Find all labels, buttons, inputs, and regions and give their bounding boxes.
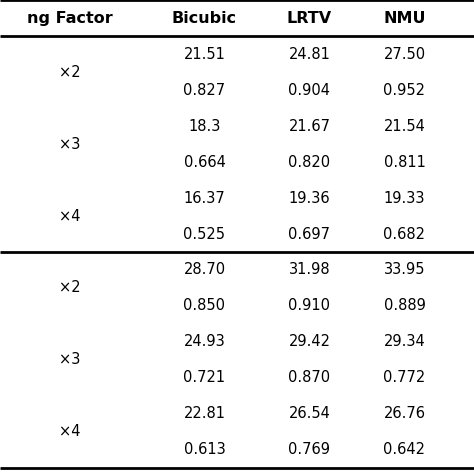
Text: 21.67: 21.67 — [289, 118, 330, 134]
Text: Bicubic: Bicubic — [172, 10, 237, 26]
Text: 0.769: 0.769 — [289, 443, 330, 457]
Text: 21.51: 21.51 — [183, 46, 226, 62]
Text: 0.613: 0.613 — [183, 443, 225, 457]
Text: NMU: NMU — [383, 10, 426, 26]
Text: ×3: ×3 — [59, 137, 80, 152]
Text: 0.827: 0.827 — [183, 82, 226, 98]
Text: 0.870: 0.870 — [289, 371, 330, 385]
Text: 0.889: 0.889 — [383, 299, 426, 313]
Text: 0.642: 0.642 — [383, 443, 426, 457]
Text: 0.904: 0.904 — [289, 82, 330, 98]
Text: 0.664: 0.664 — [183, 155, 226, 170]
Text: 0.952: 0.952 — [383, 82, 426, 98]
Text: 16.37: 16.37 — [183, 191, 225, 206]
Text: ×3: ×3 — [59, 353, 80, 367]
Text: LRTV: LRTV — [287, 10, 332, 26]
Text: 0.850: 0.850 — [183, 299, 226, 313]
Text: 0.772: 0.772 — [383, 371, 426, 385]
Text: ×2: ×2 — [59, 281, 80, 295]
Text: 29.34: 29.34 — [383, 335, 425, 349]
Text: ng Factor: ng Factor — [27, 10, 112, 26]
Text: 29.42: 29.42 — [289, 335, 330, 349]
Text: 0.525: 0.525 — [183, 227, 226, 241]
Text: 26.54: 26.54 — [289, 407, 330, 421]
Text: 24.81: 24.81 — [289, 46, 330, 62]
Text: 19.36: 19.36 — [289, 191, 330, 206]
Text: ×4: ×4 — [59, 425, 80, 439]
Text: 28.70: 28.70 — [183, 263, 226, 277]
Text: 22.81: 22.81 — [183, 407, 226, 421]
Text: 31.98: 31.98 — [289, 263, 330, 277]
Text: 0.811: 0.811 — [383, 155, 426, 170]
Text: 33.95: 33.95 — [384, 263, 425, 277]
Text: 0.721: 0.721 — [183, 371, 226, 385]
Text: 24.93: 24.93 — [183, 335, 225, 349]
Text: 19.33: 19.33 — [384, 191, 425, 206]
Text: 26.76: 26.76 — [383, 407, 426, 421]
Text: 21.54: 21.54 — [383, 118, 426, 134]
Text: ×4: ×4 — [59, 209, 80, 224]
Text: 0.697: 0.697 — [289, 227, 330, 241]
Text: 18.3: 18.3 — [188, 118, 221, 134]
Text: ×2: ×2 — [59, 64, 80, 80]
Text: 0.820: 0.820 — [289, 155, 330, 170]
Text: 0.910: 0.910 — [289, 299, 330, 313]
Text: 0.682: 0.682 — [383, 227, 426, 241]
Text: 27.50: 27.50 — [383, 46, 426, 62]
